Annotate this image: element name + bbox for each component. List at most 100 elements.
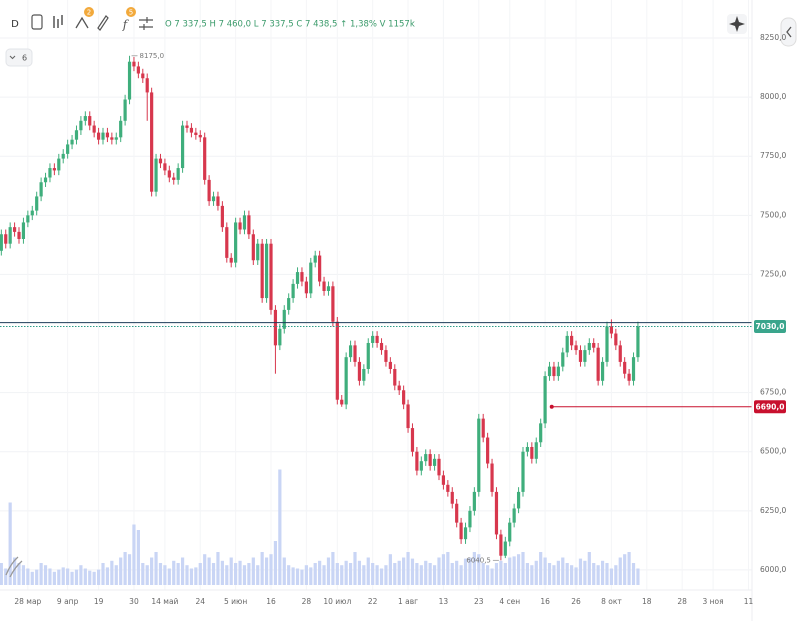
x-tick-label: 28 мар: [14, 597, 41, 606]
candle-body: [176, 168, 180, 180]
draw-icon[interactable]: [75, 16, 89, 29]
volume-bar: [304, 565, 308, 585]
ohlc-legend: O 7 337,5 H 7 460,0 L 7 337,5 C 7 438,5 …: [165, 20, 415, 30]
volume-bar: [578, 558, 583, 585]
volume-bar: [432, 565, 437, 585]
candle-body: [596, 347, 600, 381]
volume-bar: [313, 563, 317, 585]
volume-bar: [477, 554, 481, 585]
x-tick-label: 28: [677, 597, 687, 606]
volume-bar: [282, 557, 286, 585]
last-price-box: [754, 319, 786, 333]
last-price-label: 7030,0: [756, 322, 785, 331]
candle-body: [388, 361, 392, 369]
volume-bar: [406, 552, 410, 585]
volume-bar: [561, 557, 565, 585]
candle-body: [578, 350, 583, 362]
candle-body: [0, 234, 3, 251]
candle-body: [419, 461, 423, 471]
volume-bar: [539, 552, 543, 585]
chart-type-icon[interactable]: [31, 14, 43, 30]
volume-bar: [570, 565, 574, 585]
volume-bar: [463, 558, 468, 585]
y-tick-label: 6500,0: [760, 447, 786, 456]
volume-bar: [287, 565, 291, 585]
volume-bar: [516, 554, 521, 585]
volume-bar: [247, 563, 251, 585]
x-tick-label: 3 ноя: [703, 597, 724, 606]
candle-body: [127, 61, 132, 100]
volume-bar: [57, 569, 61, 585]
candle-body: [238, 222, 242, 230]
candle-body: [269, 243, 273, 310]
volume-bar: [587, 552, 591, 585]
volume-bar: [273, 541, 278, 585]
volume-bar: [61, 567, 65, 585]
volume-bar: [114, 565, 118, 585]
candle-body: [150, 92, 154, 192]
volume-bar: [596, 565, 600, 585]
candle-body: [185, 125, 189, 128]
x-tick-label: 5 июн: [224, 597, 247, 606]
candle-body: [83, 116, 87, 121]
volume-bar: [150, 557, 154, 585]
toolbar: D 2 f 5 O 7 337,5 H 7 460,0 L 7 337,5 C …: [4, 7, 797, 578]
volume-bar: [264, 557, 269, 585]
side-panel-button[interactable]: [780, 17, 797, 47]
volume-bar: [26, 568, 30, 585]
candle-body: [459, 522, 463, 540]
logo: [5, 556, 23, 578]
candle-body: [618, 345, 622, 362]
candle-body: [547, 366, 552, 377]
volume-bar: [393, 563, 397, 585]
candle-body: [74, 130, 79, 140]
candle-body: [353, 345, 357, 362]
volume-bar: [291, 567, 295, 585]
candle-body: [96, 132, 101, 140]
candle-icon[interactable]: [53, 15, 63, 28]
candle-body: [384, 350, 388, 362]
candle-body: [313, 255, 317, 263]
volume-bar: [631, 563, 636, 585]
volume-bar: [21, 565, 26, 585]
volume-bar: [132, 524, 136, 585]
volume-bar: [340, 565, 344, 585]
volume-bar: [189, 568, 194, 585]
candle-body: [605, 326, 609, 362]
x-tick-label: 14 май: [151, 597, 178, 606]
volume-bar: [472, 552, 476, 585]
candle-body: [410, 428, 415, 452]
volume-bar: [534, 560, 538, 585]
candle-body: [101, 132, 105, 140]
volume-bar: [609, 568, 614, 585]
settings-icon[interactable]: [139, 17, 153, 30]
volume-bar: [494, 563, 499, 585]
indicators-pill[interactable]: [5, 48, 33, 67]
candle-body: [322, 281, 326, 291]
candle-body: [287, 298, 291, 310]
volume-bar: [499, 560, 503, 585]
interval-button[interactable]: [4, 13, 26, 35]
volume-bar: [220, 560, 224, 585]
volume-bar: [123, 552, 127, 585]
candle-body: [543, 376, 547, 424]
candle-body: [207, 179, 211, 202]
volume-bar: [384, 565, 388, 585]
volume-layer: [0, 469, 640, 585]
volume-bar: [256, 565, 260, 585]
x-tick-label: 22: [368, 597, 378, 606]
fx-icon[interactable]: f: [122, 18, 130, 32]
pen-icon[interactable]: [97, 15, 109, 31]
volume-bar: [335, 563, 339, 585]
indicators-count: 6: [22, 54, 27, 63]
candle-body: [242, 215, 247, 230]
volume-bar: [260, 552, 264, 585]
x-tick-label: 30: [129, 597, 139, 606]
candle-body: [455, 503, 459, 523]
volume-bar: [12, 557, 17, 585]
ai-icon: [729, 16, 745, 32]
volume-bar: [459, 565, 463, 585]
volume-bar: [481, 563, 485, 585]
volume-bar: [172, 560, 176, 585]
volume-bar: [503, 563, 507, 585]
